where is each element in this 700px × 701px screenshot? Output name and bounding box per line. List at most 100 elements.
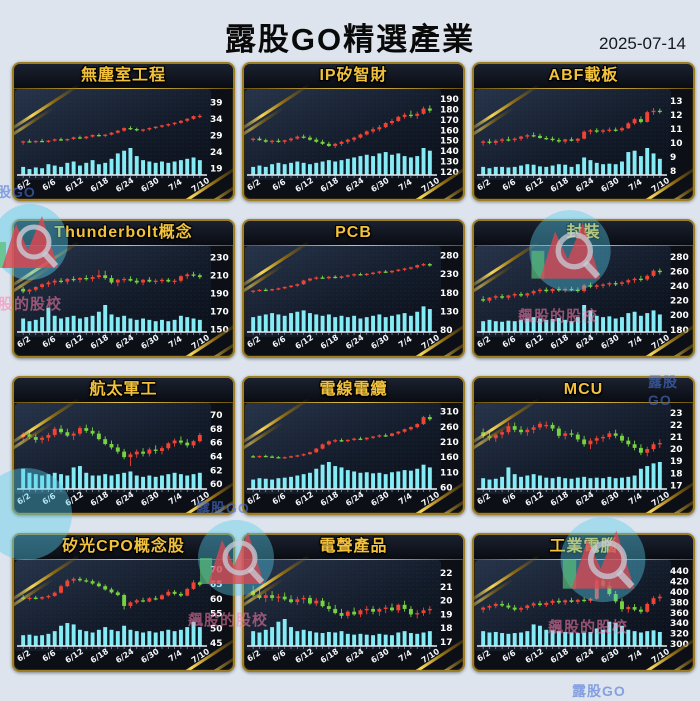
svg-text:240: 240 — [670, 282, 689, 292]
y-axis-labels: 22 21 20 19 18 17 — [440, 569, 453, 648]
svg-text:66: 66 — [210, 439, 223, 449]
sector-title: IP矽智財 — [244, 64, 463, 88]
sector-chart-panel: PCB 280 230 180 130 80 6/2 6/6 6/12 6/18 6/24 6/30… — [242, 219, 465, 358]
volume-bars — [481, 621, 662, 646]
svg-text:300: 300 — [670, 640, 689, 650]
svg-text:60: 60 — [210, 480, 223, 490]
sector-title: MCU — [474, 378, 693, 402]
svg-text:19: 19 — [440, 610, 453, 620]
candles — [251, 414, 432, 459]
svg-text:120: 120 — [440, 168, 459, 178]
svg-text:64: 64 — [210, 452, 223, 462]
svg-text:9: 9 — [670, 153, 676, 163]
svg-text:70: 70 — [210, 565, 223, 575]
svg-text:110: 110 — [440, 468, 459, 478]
svg-text:65: 65 — [210, 580, 223, 590]
report-date: 2025-07-14 — [599, 34, 686, 53]
sector-chart-panel: 封裝 280 260 240 220 200 180 6/2 6/6 6/12 6/18 6/24 6… — [472, 219, 695, 358]
svg-text:8: 8 — [670, 167, 676, 177]
y-axis-labels: 70 65 60 55 50 45 — [210, 565, 223, 649]
candlestick-chart: 70 68 66 64 62 60 6/2 6/6 6/12 6/18 6/24 6/30 7/4 7/1… — [14, 397, 233, 513]
svg-text:340: 340 — [670, 619, 689, 629]
svg-text:310: 310 — [440, 408, 459, 418]
svg-text:180: 180 — [440, 106, 459, 116]
sector-title: 封裝 — [474, 221, 693, 245]
svg-text:180: 180 — [440, 289, 459, 299]
sector-chart-panel: 電線電纜 310 260 210 160 110 60 6/2 6/6 6/12 6/18 6/24… — [242, 376, 465, 515]
svg-text:260: 260 — [440, 423, 459, 433]
svg-text:150: 150 — [210, 325, 229, 335]
sector-chart-panel: 航太軍工 70 68 66 64 62 60 6/2 6/6 6/12 6/18 6/24 6/30 7… — [12, 376, 235, 515]
svg-text:210: 210 — [210, 271, 229, 281]
candlestick-chart: 230 210 190 170 150 6/2 6/6 6/12 6/18 6/24 6/30 7/4… — [14, 240, 233, 356]
svg-text:17: 17 — [440, 638, 453, 648]
svg-text:170: 170 — [440, 116, 459, 126]
title-divider — [244, 88, 463, 89]
svg-text:10: 10 — [670, 139, 683, 149]
svg-text:21: 21 — [440, 583, 453, 593]
sector-title: 矽光CPO概念股 — [14, 535, 233, 559]
svg-text:20: 20 — [670, 445, 683, 455]
candlestick-chart: 70 65 60 55 50 45 6/2 6/6 6/12 6/18 6/24 6/30 7/4 7/1… — [14, 554, 233, 670]
svg-text:440: 440 — [670, 567, 689, 577]
svg-text:19: 19 — [210, 164, 223, 174]
svg-text:130: 130 — [440, 158, 459, 168]
sector-title: PCB — [244, 221, 463, 245]
candlestick-chart: 23 22 21 20 19 18 17 6/2 6/6 6/12 6/18 6/24 6/30 7/4 7… — [474, 397, 693, 513]
svg-text:18: 18 — [670, 469, 683, 479]
svg-text:20: 20 — [440, 597, 453, 607]
svg-text:60: 60 — [440, 483, 453, 493]
sector-title: Thunderbolt概念 — [14, 221, 233, 245]
svg-text:17: 17 — [670, 481, 683, 491]
svg-text:29: 29 — [210, 131, 223, 141]
title-divider — [244, 402, 463, 403]
page-title: 露股GO精選產業 — [224, 22, 476, 57]
sector-title: 航太軍工 — [14, 378, 233, 402]
svg-text:22: 22 — [670, 421, 683, 431]
svg-text:230: 230 — [210, 253, 229, 263]
sector-title: ABF載板 — [474, 64, 693, 88]
y-axis-labels: 13 12 11 10 9 8 — [670, 97, 683, 177]
title-divider — [14, 245, 233, 246]
svg-text:11: 11 — [670, 125, 683, 135]
y-axis-labels: 280 230 180 130 80 — [440, 251, 459, 336]
svg-text:200: 200 — [670, 311, 689, 321]
svg-text:150: 150 — [440, 137, 459, 147]
sector-chart-panel: 矽光CPO概念股 70 65 60 55 50 45 6/2 6/6 6/12 6/18 6/24 6… — [12, 533, 235, 672]
candlestick-chart: 39 34 29 24 19 6/2 6/6 6/12 6/18 6/24 6/30 7/4 7/10 — [14, 83, 233, 199]
svg-text:360: 360 — [670, 609, 689, 619]
sector-title: 工業電腦 — [474, 535, 693, 559]
svg-text:13: 13 — [670, 97, 683, 107]
sector-chart-panel: MCU 23 22 21 20 19 18 17 6/2 6/6 6/12 6/18 6/24 6/30… — [472, 376, 695, 515]
volume-bars — [251, 306, 432, 332]
title-divider — [244, 245, 463, 246]
y-axis-labels: 310 260 210 160 110 60 — [440, 408, 459, 494]
svg-text:18: 18 — [440, 624, 453, 634]
svg-text:160: 160 — [440, 453, 459, 463]
svg-text:21: 21 — [670, 433, 683, 443]
svg-text:260: 260 — [670, 267, 689, 277]
svg-text:230: 230 — [440, 270, 459, 280]
sector-title: 無塵室工程 — [14, 64, 233, 88]
y-axis-labels: 70 68 66 64 62 60 — [210, 411, 223, 490]
title-divider — [14, 88, 233, 89]
sector-chart-panel: Thunderbolt概念 230 210 190 170 150 6/2 6/6 6/12 6… — [12, 219, 235, 358]
candlestick-chart: 440 420 400 380 360 340 320 300 6/2 6/6 6/12 6/18 6/… — [474, 554, 693, 670]
svg-text:23: 23 — [670, 409, 683, 419]
title-divider — [474, 402, 693, 403]
y-axis-labels: 23 22 21 20 19 18 17 — [670, 409, 683, 492]
svg-text:12: 12 — [670, 111, 683, 121]
svg-text:130: 130 — [440, 307, 459, 317]
sector-title: 電線電纜 — [244, 378, 463, 402]
svg-text:420: 420 — [670, 578, 689, 588]
